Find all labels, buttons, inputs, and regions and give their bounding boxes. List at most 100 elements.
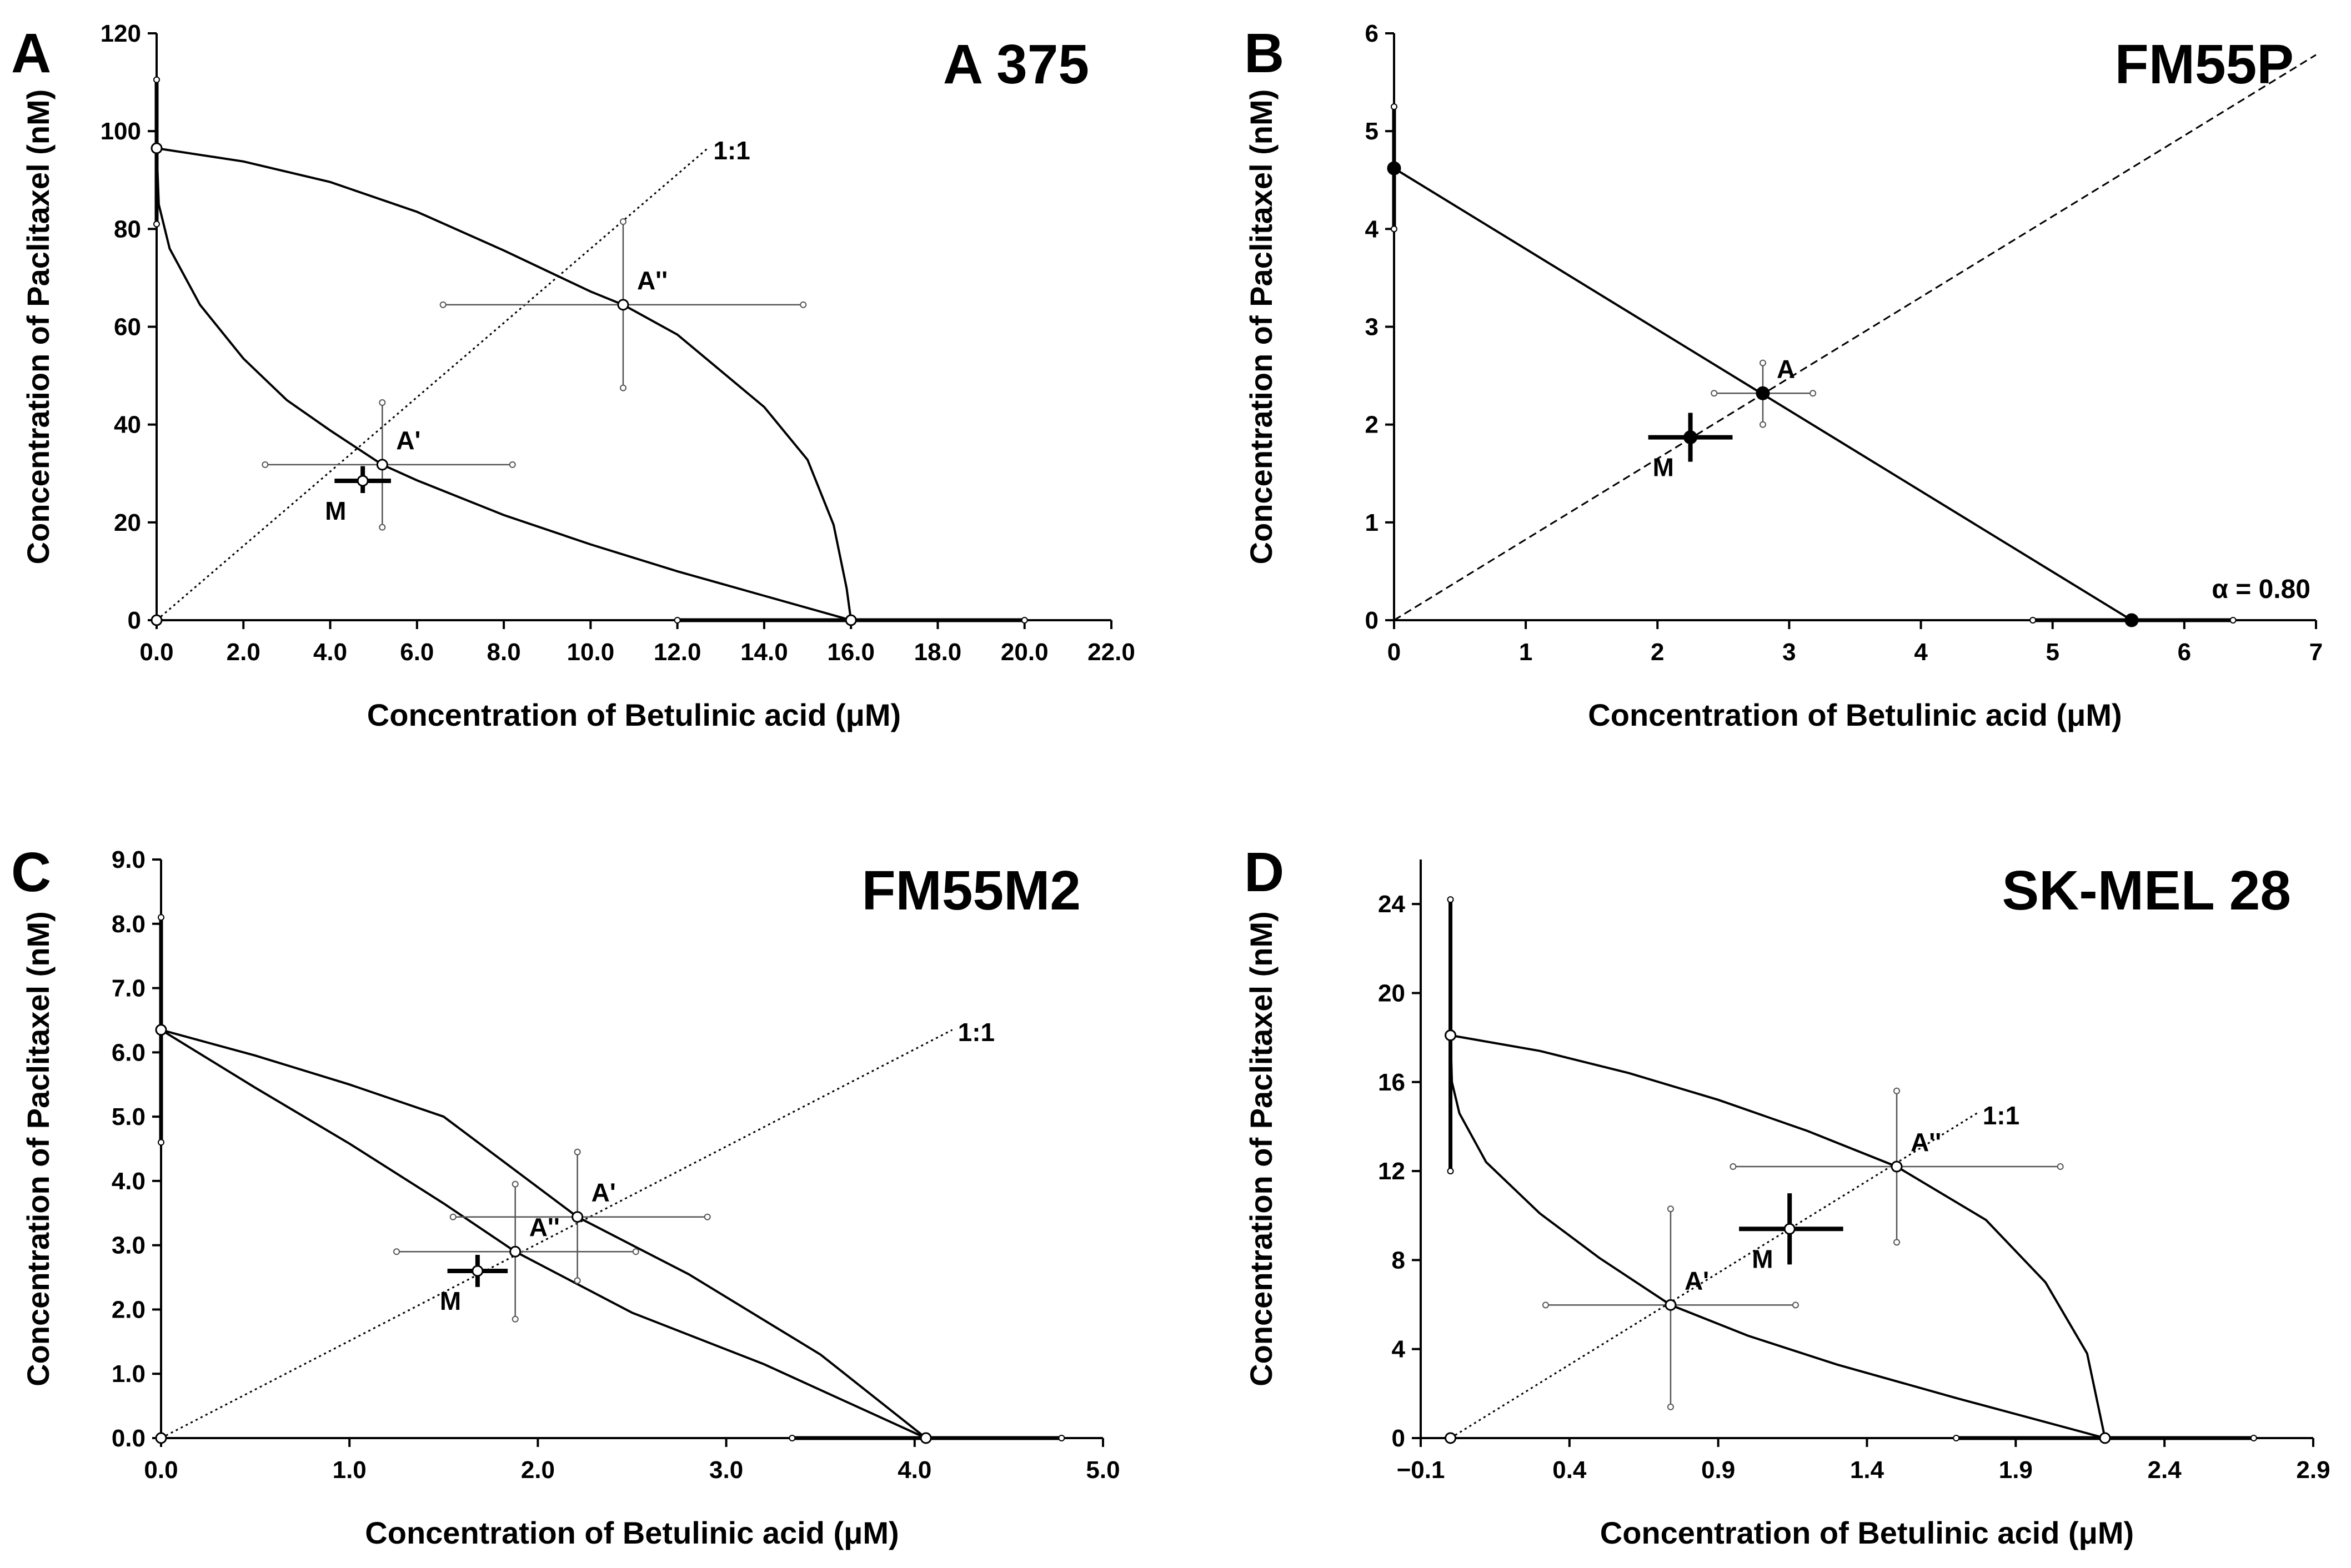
y-error-cap bbox=[158, 1139, 164, 1146]
point-ap bbox=[376, 459, 388, 471]
point-label: A'' bbox=[637, 266, 668, 295]
y-error-cap bbox=[379, 399, 386, 406]
additivity-line-lower bbox=[160, 1029, 927, 1439]
point-label: M bbox=[1752, 1244, 1773, 1273]
x-tick-label: 6 bbox=[2178, 639, 2191, 666]
x-tick-label: 16.0 bbox=[827, 639, 875, 666]
x-error-cap bbox=[800, 301, 807, 308]
y-error-cap bbox=[379, 524, 386, 531]
x-tick-label: 18.0 bbox=[914, 639, 962, 666]
x-tick-label: 0 bbox=[1387, 639, 1401, 666]
additivity-line-lower bbox=[156, 148, 851, 621]
x-tick-label: 1.9 bbox=[1999, 1456, 2033, 1484]
y-error-cap bbox=[619, 218, 626, 225]
ratio-line-label: 1:1 bbox=[1983, 1101, 2019, 1130]
x-tick-label: 14.0 bbox=[740, 639, 788, 666]
x-error-cap bbox=[439, 301, 447, 308]
y-tick-label: 80 bbox=[114, 215, 141, 243]
x-tick-label: 4 bbox=[1914, 639, 1928, 666]
point-ap bbox=[1665, 1299, 1677, 1311]
point-label: A'' bbox=[1911, 1128, 1941, 1157]
point-marker bbox=[1445, 1029, 1457, 1042]
x-error-cap bbox=[2250, 1435, 2257, 1441]
point-app bbox=[1891, 1160, 1903, 1173]
x-error-cap bbox=[674, 617, 681, 624]
x-tick-label: 2 bbox=[1651, 639, 1664, 666]
point-a bbox=[1756, 386, 1770, 400]
y-axis-label: Concentration of Paclitaxel (nM) bbox=[1244, 911, 1279, 1386]
x-tick-label: 2.4 bbox=[2148, 1456, 2182, 1484]
x-tick-label: 2.9 bbox=[2296, 1456, 2330, 1484]
y-tick-label: 2 bbox=[1365, 411, 1378, 439]
ratio-line bbox=[156, 147, 709, 621]
y-error-cap bbox=[1667, 1403, 1674, 1410]
y-error-cap bbox=[1893, 1239, 1901, 1246]
x-axis-label: Concentration of Betulinic acid (μM) bbox=[1600, 1515, 2134, 1550]
x-error-cap bbox=[262, 461, 269, 468]
y-tick-label: 0 bbox=[128, 607, 141, 634]
x-axis-label: Concentration of Betulinic acid (μM) bbox=[367, 697, 901, 732]
x-tick-label: 0.0 bbox=[139, 639, 173, 666]
y-error-cap bbox=[153, 76, 160, 83]
x-axis-label: Concentration of Betulinic acid (μM) bbox=[1588, 697, 2122, 732]
x-tick-label: −0.1 bbox=[1397, 1456, 1445, 1484]
x-error-cap bbox=[2057, 1163, 2064, 1170]
y-tick-label: 20 bbox=[1378, 979, 1405, 1007]
y-axis-label: Concentration of Paclitaxel (nM) bbox=[21, 911, 56, 1386]
x-error-cap bbox=[1730, 1163, 1737, 1170]
y-tick-label: 6.0 bbox=[112, 1039, 146, 1066]
additivity-line-upper bbox=[156, 147, 853, 621]
y-error-cap bbox=[512, 1180, 519, 1188]
y-error-cap bbox=[158, 914, 164, 921]
y-tick-label: 8.0 bbox=[112, 911, 146, 938]
x-tick-label: 1.4 bbox=[1850, 1456, 1884, 1484]
y-error-cap bbox=[574, 1148, 581, 1155]
point-m bbox=[1683, 430, 1698, 445]
point-label: A' bbox=[1685, 1266, 1709, 1295]
y-tick-label: 40 bbox=[114, 411, 141, 439]
x-error-cap bbox=[1953, 1435, 1960, 1441]
y-tick-label: 24 bbox=[1378, 891, 1405, 918]
y-tick-label: 5 bbox=[1365, 118, 1378, 145]
y-tick-label: 100 bbox=[101, 118, 141, 145]
point-marker bbox=[2124, 613, 2139, 627]
y-axis-label: Concentration of Paclitaxel (nM) bbox=[21, 89, 56, 565]
y-tick-label: 9.0 bbox=[112, 846, 146, 873]
panel-title: A 375 bbox=[943, 33, 1089, 96]
y-error-cap bbox=[1447, 1168, 1454, 1175]
x-error-cap bbox=[632, 1248, 639, 1255]
x-tick-label: 4.0 bbox=[898, 1456, 931, 1484]
point-app bbox=[509, 1245, 522, 1258]
x-tick-label: 22.0 bbox=[1087, 639, 1135, 666]
x-tick-label: 8.0 bbox=[487, 639, 521, 666]
additivity-line-lower bbox=[1449, 1035, 2106, 1439]
ratio-line bbox=[161, 1029, 953, 1439]
panel-title: SK-MEL 28 bbox=[2002, 860, 2291, 922]
point-label: A'' bbox=[529, 1213, 560, 1242]
y-tick-label: 3.0 bbox=[112, 1232, 146, 1259]
x-tick-label: 3 bbox=[1782, 639, 1796, 666]
y-tick-label: 1.0 bbox=[112, 1360, 146, 1388]
y-error-cap bbox=[1760, 421, 1766, 428]
y-tick-label: 4 bbox=[1392, 1336, 1406, 1363]
point-m bbox=[357, 475, 369, 487]
y-error-cap bbox=[1391, 225, 1397, 233]
panel-title: FM55M2 bbox=[861, 860, 1081, 922]
y-tick-label: 3 bbox=[1365, 314, 1378, 341]
y-axis-label: Concentration of Paclitaxel (nM) bbox=[1244, 89, 1279, 565]
panel-c: 0.0 1.0 2.0 3.0 4.0 5.0 0.0 1.0 2.0 3.0 4.0 5.0 6.0 7… bbox=[11, 841, 1120, 1550]
x-error-cap bbox=[2229, 617, 2237, 624]
x-error-cap bbox=[1792, 1301, 1799, 1309]
x-tick-label: 5.0 bbox=[1086, 1456, 1120, 1484]
ratio-line-label: 1:1 bbox=[958, 1018, 995, 1047]
x-axis-label: Concentration of Betulinic acid (μM) bbox=[365, 1515, 899, 1550]
point-marker bbox=[920, 1432, 932, 1444]
y-tick-label: 4 bbox=[1365, 215, 1379, 243]
x-error-cap bbox=[509, 461, 516, 468]
panel-b: 0 1 2 3 4 5 6 7 0 1 2 3 4 5 6 Concentration of Betulini… bbox=[1244, 20, 2323, 732]
ratio-line-label: 1:1 bbox=[713, 136, 750, 165]
x-tick-label: 10.0 bbox=[567, 639, 615, 666]
x-error-cap bbox=[2029, 617, 2037, 624]
x-error-cap bbox=[1711, 390, 1718, 397]
y-tick-label: 0 bbox=[1392, 1425, 1405, 1452]
